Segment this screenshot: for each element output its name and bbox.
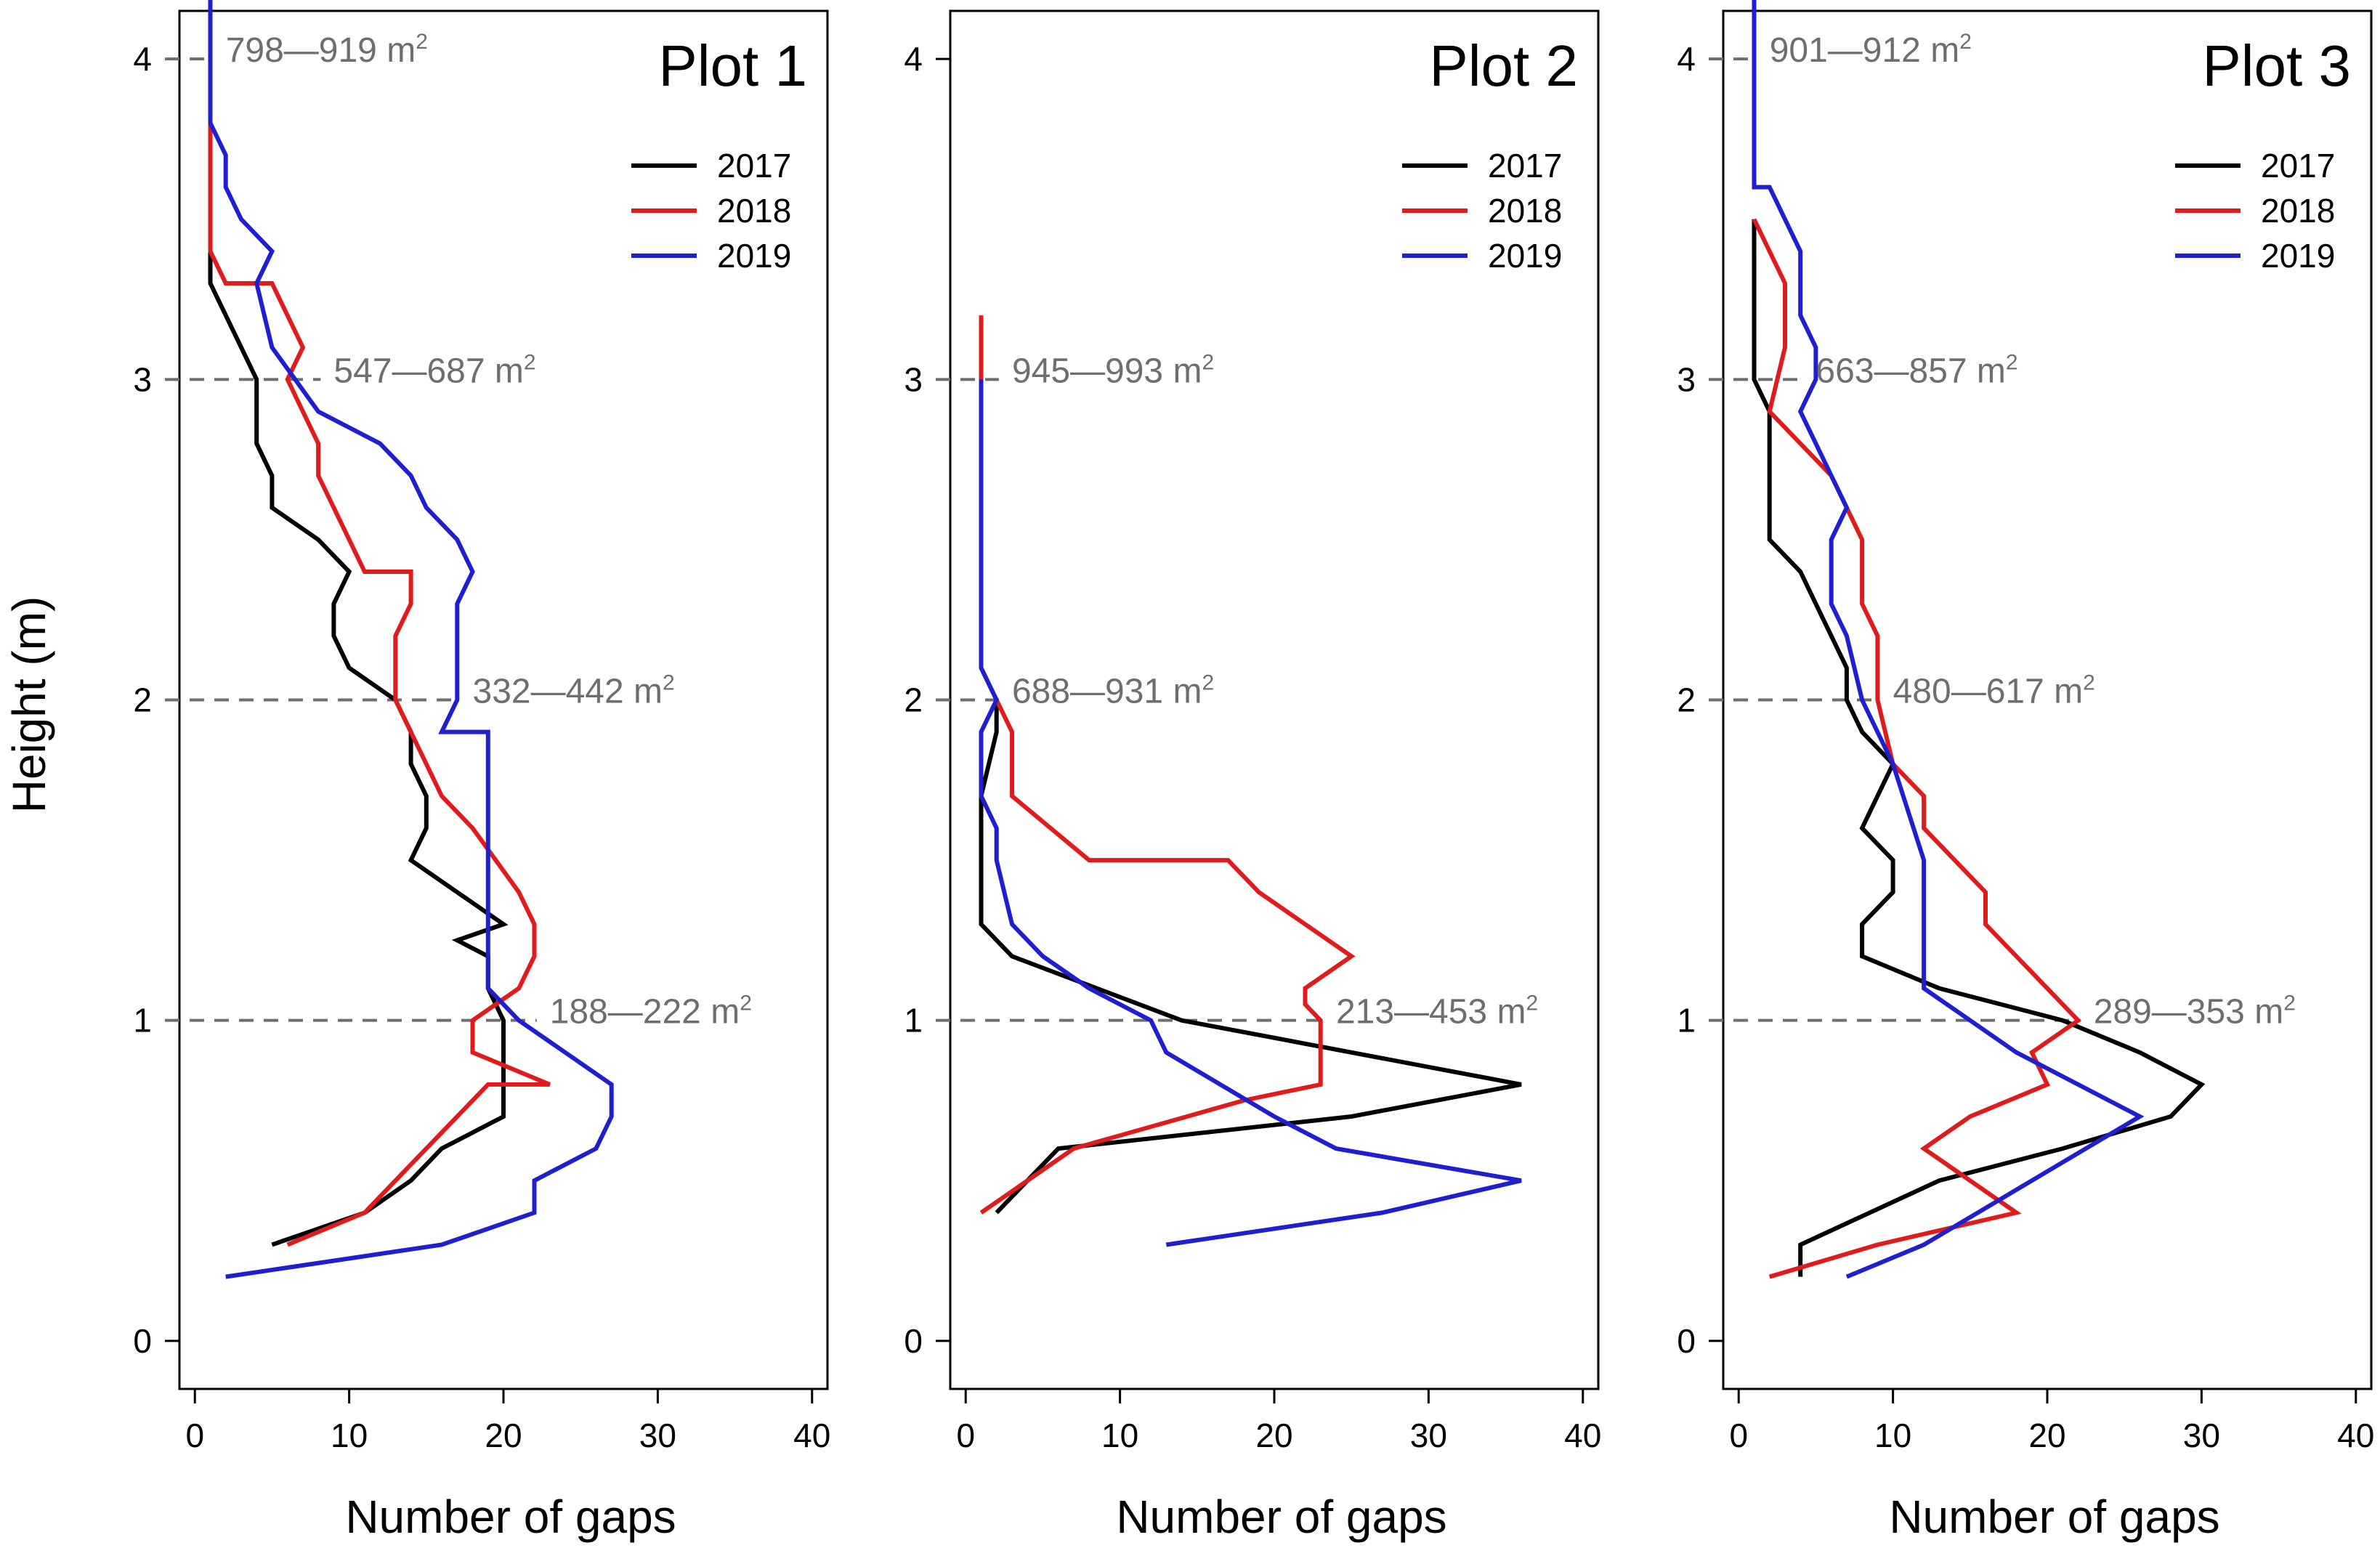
y-tick-label: 1 <box>1677 1002 1696 1040</box>
gap-area-annotation: 332—442 m2 <box>473 671 675 711</box>
y-tick-label: 2 <box>1677 681 1696 719</box>
gap-area-annotation: 547—687 m2 <box>333 350 535 390</box>
y-tick-label: 2 <box>904 681 923 719</box>
series-line-2018 <box>208 123 551 1247</box>
y-tick-label: 4 <box>133 40 152 78</box>
annotation-range: 188—222 m <box>550 993 740 1032</box>
annotation-range: 213—453 m <box>1336 993 1526 1032</box>
legend-label-2018: 2018 <box>717 192 791 230</box>
y-tick-label: 3 <box>1677 360 1696 398</box>
annotation-range: 688—931 m <box>1012 673 1202 711</box>
y-tick-label: 4 <box>1677 40 1696 78</box>
y-tick-label: 1 <box>133 1002 152 1040</box>
gap-area-annotation: 688—931 m2 <box>1012 671 1214 711</box>
y-tick-label: 0 <box>133 1322 152 1360</box>
plot-title: Plot 1 <box>658 33 807 98</box>
y-tick-label: 3 <box>133 360 152 398</box>
annotation-unit-exponent: 2 <box>2006 350 2018 374</box>
x-tick-label: 30 <box>639 1417 676 1454</box>
y-tick-label: 2 <box>133 681 152 719</box>
plot-title: Plot 3 <box>2202 33 2351 98</box>
x-tick-label: 0 <box>956 1417 975 1454</box>
y-tick-label: 0 <box>904 1322 923 1360</box>
gap-area-annotation: 213—453 m2 <box>1336 992 1538 1032</box>
gap-area-annotation: 945—993 m2 <box>1012 350 1214 390</box>
gap-area-annotation: 289—353 m2 <box>2094 992 2296 1032</box>
annotation-unit-exponent: 2 <box>1202 671 1214 695</box>
y-tick-label: 4 <box>904 40 923 78</box>
gap-area-annotation: 480—617 m2 <box>1893 671 2095 711</box>
plot-title: Plot 2 <box>1429 33 1578 98</box>
y-tick-label: 1 <box>904 1002 923 1040</box>
series-line-2019 <box>979 379 1522 1247</box>
legend-label-2019: 2019 <box>2261 237 2335 275</box>
annotation-unit-exponent: 2 <box>1202 350 1214 374</box>
annotation-range: 945—993 m <box>1012 352 1202 390</box>
x-tick-label: 40 <box>793 1417 830 1454</box>
annotation-range: 663—857 m <box>1816 352 2006 390</box>
y-axis-label: Height (m) <box>3 596 55 814</box>
series-line-2018 <box>1752 218 2082 1279</box>
legend-label-2017: 2017 <box>1488 147 1562 185</box>
annotation-range: 332—442 m <box>473 673 663 711</box>
annotation-range: 901—912 m <box>1770 31 1960 70</box>
series-line-2018 <box>979 315 1356 1215</box>
annotation-unit-exponent: 2 <box>2083 671 2095 695</box>
series-line-2019 <box>208 0 614 1279</box>
x-tick-label: 30 <box>2183 1417 2220 1454</box>
x-tick-label: 40 <box>1564 1417 1601 1454</box>
legend-label-2019: 2019 <box>717 237 791 275</box>
x-tick-label: 30 <box>1410 1417 1447 1454</box>
x-axis-label: Number of gaps <box>1116 1491 1446 1543</box>
annotation-range: 480—617 m <box>1893 673 2084 711</box>
series-line-2017 <box>1752 219 2206 1277</box>
x-tick-label: 10 <box>1101 1417 1138 1454</box>
annotation-unit-exponent: 2 <box>740 992 752 1016</box>
legend-label-2019: 2019 <box>1488 237 1562 275</box>
gap-area-annotation: 798—919 m2 <box>226 30 428 70</box>
legend-label-2017: 2017 <box>2261 147 2335 185</box>
annotation-unit-exponent: 2 <box>663 671 675 695</box>
x-tick-label: 40 <box>2337 1417 2374 1454</box>
annotation-range: 547—687 m <box>333 352 524 390</box>
annotation-range: 289—353 m <box>2094 993 2284 1032</box>
annotation-unit-exponent: 2 <box>2283 992 2296 1016</box>
legend-label-2017: 2017 <box>717 147 791 185</box>
x-tick-label: 10 <box>331 1417 368 1454</box>
gap-area-annotation: 901—912 m2 <box>1770 30 1972 70</box>
x-axis-label: Number of gaps <box>1889 1491 2219 1543</box>
series-line-2017 <box>208 251 509 1247</box>
legend-label-2018: 2018 <box>1488 192 1562 230</box>
x-tick-label: 0 <box>1729 1417 1748 1454</box>
gap-area-annotation: 188—222 m2 <box>550 992 752 1032</box>
y-tick-label: 3 <box>904 360 923 398</box>
x-axis-label: Number of gaps <box>345 1491 676 1543</box>
x-tick-label: 20 <box>2028 1417 2065 1454</box>
x-tick-label: 10 <box>1874 1417 1911 1454</box>
x-tick-label: 20 <box>1255 1417 1292 1454</box>
series-line-2019 <box>1752 0 2145 1279</box>
annotation-unit-exponent: 2 <box>1959 30 1972 54</box>
y-tick-label: 0 <box>1677 1322 1696 1360</box>
annotation-unit-exponent: 2 <box>416 30 428 54</box>
annotation-unit-exponent: 2 <box>524 350 536 374</box>
annotation-range: 798—919 m <box>226 31 416 70</box>
series-line-2017 <box>979 700 1522 1215</box>
legend-label-2018: 2018 <box>2261 192 2335 230</box>
x-tick-label: 0 <box>185 1417 204 1454</box>
x-tick-label: 20 <box>485 1417 522 1454</box>
annotation-unit-exponent: 2 <box>1526 992 1538 1016</box>
gap-area-annotation: 663—857 m2 <box>1816 350 2017 390</box>
